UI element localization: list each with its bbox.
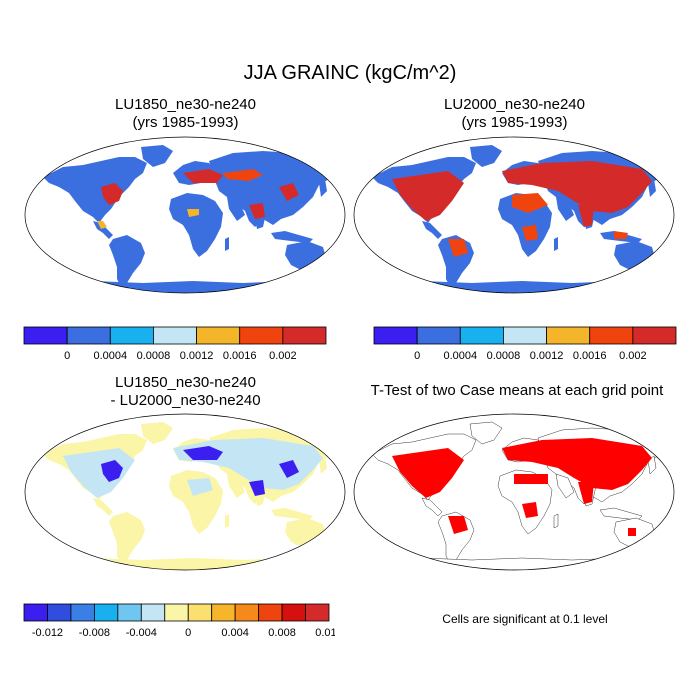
- colorbar-box: [23, 603, 48, 622]
- colorbar-tick-label: 0.0012: [530, 350, 564, 362]
- colorbar-box: [416, 326, 461, 345]
- colorbar-tick-label: 0.0016: [573, 350, 607, 362]
- colorbar-tick-label: 0.012: [315, 627, 335, 639]
- colorbar-box: [281, 603, 306, 622]
- colorbar-tick-label: -0.012: [32, 627, 63, 639]
- map-difference: [24, 413, 346, 571]
- colorbar-box: [211, 603, 236, 622]
- colorbar-box: [140, 603, 166, 622]
- colorbar-box: [546, 326, 591, 345]
- colorbar-box: [47, 603, 72, 622]
- colorbar-tick-label: 0: [185, 627, 191, 639]
- figure-title: JJA GRAINC (kgC/m^2): [243, 62, 457, 84]
- colorbar-box: [109, 326, 154, 345]
- colorbar-box: [305, 603, 330, 622]
- colorbar-box: [503, 326, 547, 345]
- grain-hotspots: [97, 169, 299, 229]
- significance-footnote: Cells are significant at 0.1 level: [442, 612, 608, 626]
- panel2-title-line2: (yrs 1985-1993): [461, 114, 568, 131]
- colorbar-tick-label: 0.002: [619, 350, 647, 362]
- colorbar-box: [70, 603, 95, 622]
- globe-outline: [353, 136, 675, 294]
- colorbar-tick-label: 0.008: [268, 627, 296, 639]
- significant-cells: [392, 438, 652, 536]
- panel2-title-line1: LU2000_ne30-ne240: [444, 96, 585, 113]
- map-lu1850: [24, 136, 346, 294]
- colorbar-lu1850: 0 0.0004 0.0008 0.0012 0.0016 0.002: [23, 326, 327, 362]
- colorbar-box: [234, 603, 260, 622]
- colorbar-tick-label: 0.0008: [137, 350, 171, 362]
- colorbar-tick-label: 0.004: [221, 627, 249, 639]
- colorbar-difference: -0.012 -0.008 -0.004 0 0.004 0.008 0.012: [23, 603, 335, 639]
- colorbar-tick-label: 0.0012: [180, 350, 214, 362]
- colorbar-box: [258, 603, 283, 622]
- panel1-title: LU1850_ne30-ne240 (yrs 1985-1993): [23, 96, 348, 132]
- panel3-title-line1: LU1850_ne30-ne240: [115, 374, 256, 391]
- colorbar-lu2000: 0 0.0004 0.0008 0.0012 0.0016 0.002: [373, 326, 677, 362]
- colorbar-tick-label: -0.008: [79, 627, 110, 639]
- colorbar-box: [632, 326, 677, 345]
- colorbar-tick-label: 0.0004: [443, 350, 477, 362]
- colorbar-box: [164, 603, 189, 622]
- colorbar-box: [589, 326, 634, 345]
- globe-outline: [24, 413, 346, 571]
- colorbar-box: [23, 326, 68, 345]
- panel3-title-line2: - LU2000_ne30-ne240: [110, 392, 261, 409]
- panel4-title-line1: T-Test of two Case means at each grid po…: [370, 382, 664, 399]
- difference-areas: [63, 438, 323, 498]
- colorbar-tick-label: 0: [414, 350, 420, 362]
- colorbar-tick-label: 0.0008: [487, 350, 521, 362]
- colorbar-tick-label: -0.004: [126, 627, 157, 639]
- colorbar-box: [459, 326, 504, 345]
- colorbar-box: [187, 603, 213, 622]
- colorbar-tick-label: 0.002: [269, 350, 297, 362]
- map-lu2000: [353, 136, 675, 294]
- map-ttest: [353, 413, 675, 571]
- panel2-title: LU2000_ne30-ne240 (yrs 1985-1993): [352, 96, 677, 132]
- colorbar-box: [93, 603, 119, 622]
- colorbar-box: [66, 326, 111, 345]
- colorbar-box: [282, 326, 327, 345]
- globe-outline: [24, 136, 346, 294]
- globe-outline: [353, 413, 675, 571]
- colorbar-tick-label: 0: [64, 350, 70, 362]
- grain-hotspots: [392, 161, 652, 257]
- colorbar-tick-label: 0.0016: [223, 350, 257, 362]
- panel3-title: LU1850_ne30-ne240 - LU2000_ne30-ne240: [23, 374, 348, 410]
- colorbar-box: [239, 326, 284, 345]
- colorbar-tick-label: 0.0004: [93, 350, 127, 362]
- panel4-title: T-Test of two Case means at each grid po…: [352, 382, 682, 399]
- panel1-title-line1: LU1850_ne30-ne240: [115, 96, 256, 113]
- colorbar-box: [153, 326, 197, 345]
- colorbar-box: [373, 326, 418, 345]
- colorbar-box: [117, 603, 142, 622]
- panel1-title-line2: (yrs 1985-1993): [132, 114, 239, 131]
- colorbar-box: [196, 326, 241, 345]
